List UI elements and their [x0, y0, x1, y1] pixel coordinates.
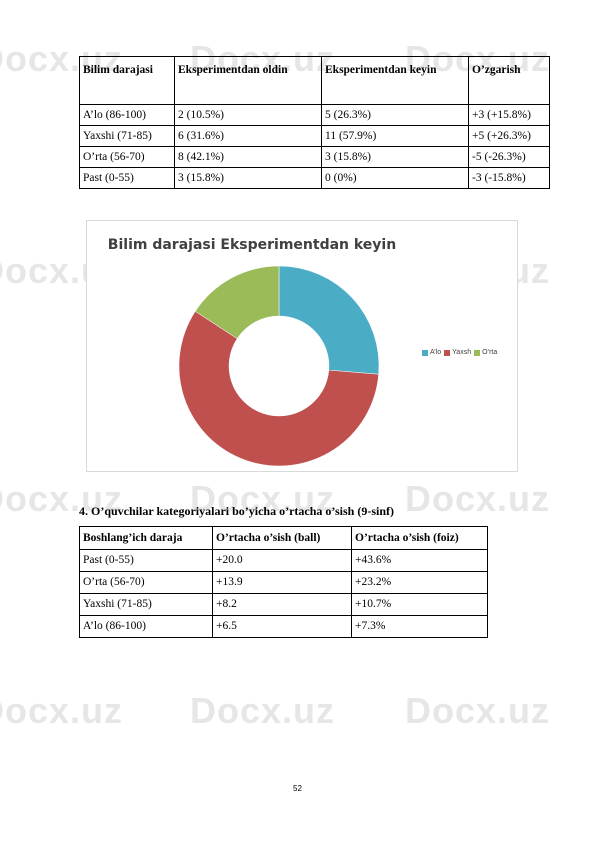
table-cell: +7.3%: [351, 615, 488, 638]
chart-title: Bilim darajasi Eksperimentdan keyin: [107, 237, 397, 253]
table-row: A’lo (86-100) +6.5 +7.3%: [79, 615, 488, 638]
growth-table: Boshlang’ich daraja O’rtacha o’sish (bal…: [79, 526, 488, 638]
table-header-cell: Bilim darajasi: [79, 56, 175, 105]
table-cell: 2 (10.5%): [174, 104, 322, 126]
legend-label: Yaxsh: [452, 349, 472, 356]
table-cell: Yaxshi (71-85): [79, 125, 175, 147]
table-cell: -3 (-15.8%): [468, 167, 550, 189]
donut-svg: [178, 265, 380, 467]
page-number: 52: [293, 784, 302, 793]
table-cell: A’lo (86-100): [79, 104, 175, 126]
table-header-row: Boshlang’ich daraja O’rtacha o’sish (bal…: [79, 526, 488, 550]
table-cell: +13.9: [212, 571, 352, 594]
table-cell: +23.2%: [351, 571, 488, 594]
table-cell: Yaxshi (71-85): [79, 593, 213, 616]
legend-swatch: [474, 349, 481, 356]
table-cell: 6 (31.6%): [174, 125, 322, 147]
watermark: Docx.uz: [0, 690, 124, 731]
section-heading: 4. O’quvchilar kategoriyalari bo’yicha o…: [79, 504, 394, 518]
donut-slice-1: [278, 265, 380, 375]
legend-swatch: [444, 349, 451, 356]
table-cell: +5 (+26.3%): [468, 125, 550, 147]
table-row: Past (0-55) +20.0 +43.6%: [79, 549, 488, 572]
table-cell: 0 (0%): [321, 167, 469, 189]
table-header-cell: O’rtacha o’sish (ball): [212, 526, 352, 550]
table-header-cell: Eksperimentdan oldin: [174, 56, 322, 105]
table-cell: O’rta (56-70): [79, 146, 175, 168]
table-cell: +3 (+15.8%): [468, 104, 550, 126]
watermark: Docx.uz: [190, 690, 336, 731]
table-cell: 11 (57.9%): [321, 125, 469, 147]
legend-label: A’lo: [430, 349, 442, 356]
table-cell: -5 (-26.3%): [468, 146, 550, 168]
table-cell: +20.0: [212, 549, 352, 572]
chart-legend: A’lo Yaxsh O’rta: [422, 349, 497, 356]
table-row: O’rta (56-70) +13.9 +23.2%: [79, 571, 488, 594]
table-header-row: Bilim darajasi Eksperimentdan oldin Eksp…: [79, 56, 550, 105]
table-cell: 5 (26.3%): [321, 104, 469, 126]
knowledge-level-table: Bilim darajasi Eksperimentdan oldin Eksp…: [79, 56, 550, 189]
table-cell: +8.2: [212, 593, 352, 616]
watermark: Docx.uz: [405, 690, 551, 731]
table-row: Yaxshi (71-85) +8.2 +10.7%: [79, 593, 488, 616]
legend-label: O’rta: [482, 349, 498, 356]
table-cell: 3 (15.8%): [174, 167, 322, 189]
table-row: Yaxshi (71-85) 6 (31.6%) 11 (57.9%) +5 (…: [79, 125, 550, 147]
legend-swatch: [422, 349, 428, 356]
table-cell: Past (0-55): [79, 549, 213, 572]
table-cell: +10.7%: [351, 593, 488, 616]
table-header-cell: Boshlang’ich daraja: [79, 526, 213, 550]
table-header-cell: Eksperimentdan keyin: [321, 56, 469, 105]
legend-item: O’rta: [474, 349, 497, 356]
legend-item: Yaxsh: [444, 349, 471, 356]
table-header-cell: O’zgarish: [468, 56, 550, 105]
table-header-cell: O’rtacha o’sish (foiz): [351, 526, 488, 550]
table-cell: 8 (42.1%): [174, 146, 322, 168]
table-cell: A’lo (86-100): [79, 615, 213, 638]
table-row: Past (0-55) 3 (15.8%) 0 (0%) -3 (-15.8%): [79, 167, 550, 189]
table-row: O’rta (56-70) 8 (42.1%) 3 (15.8%) -5 (-2…: [79, 146, 550, 168]
table-cell: Past (0-55): [79, 167, 175, 189]
donut-chart: Bilim darajasi Eksperimentdan keyin A’lo…: [86, 220, 518, 472]
legend-item: A’lo: [422, 349, 441, 356]
donut-slice-2: [178, 310, 379, 467]
table-cell: O’rta (56-70): [79, 571, 213, 594]
table-cell: 3 (15.8%): [321, 146, 469, 168]
table-cell: +43.6%: [351, 549, 488, 572]
table-row: A’lo (86-100) 2 (10.5%) 5 (26.3%) +3 (+1…: [79, 104, 550, 126]
table-cell: +6.5: [212, 615, 352, 638]
watermark: Docx.uz: [405, 478, 551, 519]
donut-slice-3: [194, 265, 280, 339]
